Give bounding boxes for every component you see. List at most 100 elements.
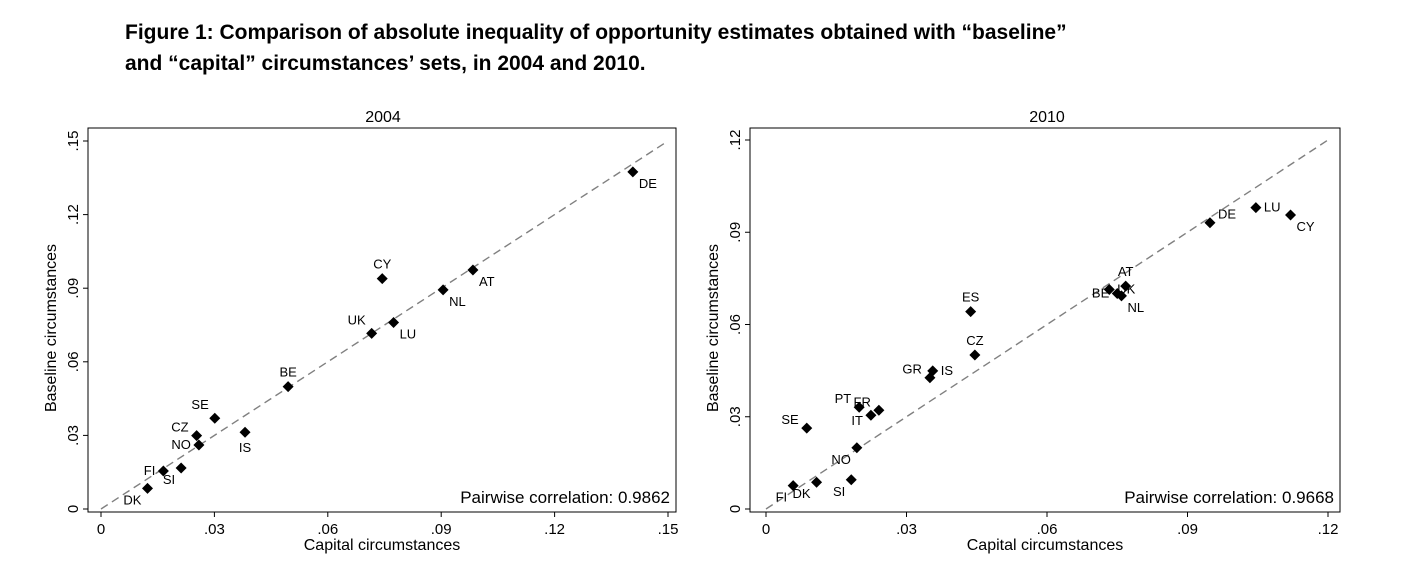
- y-tick-label: .15: [65, 131, 82, 152]
- x-tick-label: 0: [762, 521, 770, 538]
- point-label-IS: IS: [941, 363, 954, 378]
- data-point-UK: [366, 327, 378, 339]
- y-tick-label: 0: [727, 505, 744, 513]
- figure-title: Figure 1: Comparison of absolute inequal…: [125, 17, 1067, 79]
- point-label-DE: DE: [639, 176, 657, 191]
- y-tick-label: .06: [727, 314, 744, 335]
- data-point-CZ: [191, 430, 203, 442]
- data-point-DE: [627, 166, 639, 178]
- data-point-PT: [853, 401, 865, 413]
- x-tick-label: .15: [658, 521, 679, 538]
- point-label-CZ: CZ: [966, 333, 983, 348]
- figure-title-line-2: and “capital” circumstances’ sets, in 20…: [125, 52, 646, 75]
- point-label-LU: LU: [400, 327, 417, 342]
- y-tick-label: .12: [65, 204, 82, 225]
- y-axis-label: Baseline circumstances: [705, 244, 722, 412]
- data-point-NL: [1115, 290, 1127, 302]
- plot-frame: [749, 127, 1341, 513]
- data-point-CY: [376, 273, 388, 285]
- y-tick-label: .09: [65, 278, 82, 299]
- point-label-DE: DE: [1218, 207, 1236, 222]
- x-tick-label: .12: [1318, 521, 1339, 538]
- data-point-UK: [1103, 283, 1115, 295]
- scatter-panel-2010: 2010 0 .03 .06 .09 .12 0 .03 .06 .09 .12 Capital ci…: [705, 109, 1341, 554]
- data-point-FI: [787, 480, 799, 492]
- x-tick-label: .06: [317, 521, 338, 538]
- figure-title-line-1: Figure 1: Comparison of absolute inequal…: [125, 21, 1067, 44]
- point-label-NO: NO: [171, 437, 191, 452]
- x-tick-label: .12: [544, 521, 565, 538]
- data-point-LU: [388, 317, 400, 329]
- data-point-NO: [193, 439, 205, 451]
- point-label-IS: IS: [239, 440, 252, 455]
- data-point-BE: [282, 381, 294, 393]
- x-tick-label: .03: [896, 521, 917, 538]
- point-label-SI: SI: [833, 484, 845, 499]
- point-label-SE: SE: [781, 412, 799, 427]
- data-point-AT: [1120, 280, 1132, 292]
- data-point-SE: [209, 412, 221, 424]
- data-point-IT: [865, 409, 877, 421]
- data-point-IS: [927, 365, 939, 377]
- data-point-SI: [175, 462, 187, 474]
- data-point-CY: [1285, 209, 1297, 221]
- y-tick-label: .03: [727, 406, 744, 427]
- y-axis-label: Baseline circumstances: [43, 244, 60, 412]
- point-label-FR: FR: [854, 394, 871, 409]
- plot-frame: [87, 127, 677, 513]
- point-label-NL: NL: [1127, 300, 1144, 315]
- y-tick-label: .06: [65, 351, 82, 372]
- y-tick-label: .03: [65, 425, 82, 446]
- data-point-DK: [811, 476, 823, 488]
- point-label-DK: DK: [123, 492, 141, 507]
- point-label-CY: CY: [1297, 219, 1315, 234]
- point-label-CY: CY: [373, 257, 391, 272]
- point-label-FI: FI: [776, 490, 788, 505]
- data-point-IS: [239, 426, 251, 438]
- point-label-BE: BE: [279, 365, 297, 380]
- point-label-SE: SE: [191, 397, 209, 412]
- correlation-annotation: Pairwise correlation: 0.9668: [1124, 488, 1334, 507]
- reference-line: [100, 140, 669, 510]
- data-point-AT: [467, 264, 479, 276]
- data-point-NL: [437, 284, 449, 296]
- x-axis-label: Capital circumstances: [967, 537, 1124, 554]
- panel-title: 2004: [365, 109, 401, 126]
- point-label-AT: AT: [1118, 264, 1134, 279]
- y-tick-label: .12: [727, 130, 744, 151]
- data-point-FR: [873, 404, 885, 416]
- y-tick-label: .09: [727, 222, 744, 243]
- point-label-SI: SI: [163, 472, 175, 487]
- data-point-LU: [1250, 202, 1262, 214]
- point-label-LU: LU: [1264, 200, 1281, 215]
- correlation-annotation: Pairwise correlation: 0.9862: [460, 488, 670, 507]
- x-tick-label: 0: [97, 521, 105, 538]
- point-label-UK: UK: [348, 312, 366, 327]
- point-label-AT: AT: [479, 274, 495, 289]
- point-label-NL: NL: [449, 294, 466, 309]
- point-label-CZ: CZ: [171, 420, 188, 435]
- data-point-SI: [845, 474, 857, 486]
- y-tick-label: 0: [65, 505, 82, 513]
- x-tick-label: .09: [431, 521, 452, 538]
- data-point-DE: [1204, 217, 1216, 229]
- point-label-UK: UK: [1117, 281, 1135, 296]
- point-label-DK: DK: [793, 486, 811, 501]
- scatter-panel-2004: 2004 0 .03 .06 .09 .12 .15 0 .03 .06 .09 .12 .15 Capi…: [43, 109, 678, 554]
- point-label-FI: FI: [144, 463, 156, 478]
- data-point-NO: [851, 442, 863, 454]
- x-tick-label: .03: [204, 521, 225, 538]
- reference-line: [765, 139, 1329, 510]
- data-point-CZ: [969, 349, 981, 361]
- data-point-DK: [141, 482, 153, 494]
- x-tick-label: .09: [1177, 521, 1198, 538]
- panel-title: 2010: [1029, 109, 1065, 126]
- point-label-BE: BE: [1092, 285, 1110, 300]
- data-point-ES: [965, 306, 977, 318]
- point-label-IT: IT: [851, 413, 863, 428]
- point-label-NO: NO: [831, 452, 851, 467]
- x-tick-label: .06: [1037, 521, 1058, 538]
- x-axis-label: Capital circumstances: [304, 537, 461, 554]
- point-label-ES: ES: [962, 290, 980, 305]
